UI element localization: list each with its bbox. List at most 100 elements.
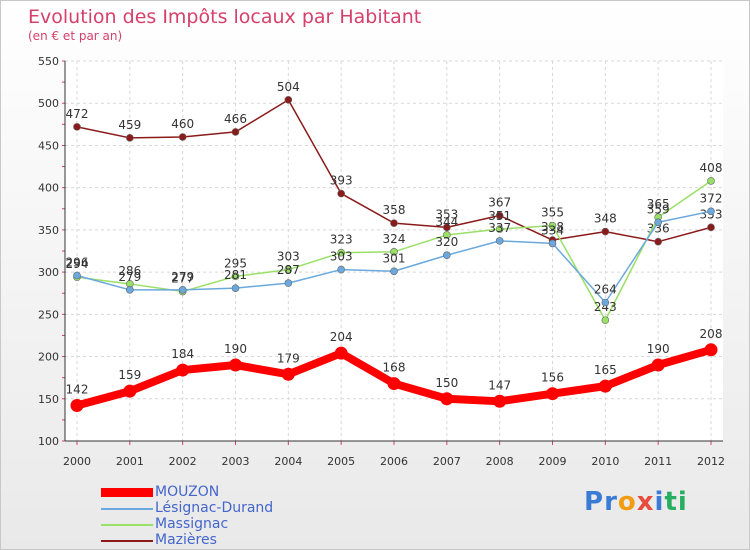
x-tick-label: 2007 <box>433 455 461 468</box>
x-tick-label: 2012 <box>697 455 725 468</box>
x-tick-label: 2005 <box>327 455 355 468</box>
data-label-massignac: 294 <box>66 257 89 271</box>
legend-label-mouzon: MOUZON <box>155 484 220 500</box>
data-point-mazieres <box>337 189 345 198</box>
data-point-lesignac-durand <box>126 286 134 294</box>
data-label-mouzon: 142 <box>66 383 89 397</box>
data-point-mazieres <box>73 123 81 131</box>
data-label-massignac: 286 <box>118 264 141 278</box>
data-point-massignac <box>390 248 398 256</box>
data-label-lesignac-durand: 264 <box>594 283 617 297</box>
data-label-massignac: 351 <box>488 209 511 223</box>
legend-label-lesignac-durand: Lésignac-Durand <box>155 500 274 516</box>
data-label-lesignac-durand: 337 <box>488 221 511 235</box>
logo-letter: x <box>636 487 655 517</box>
data-label-mouzon: 156 <box>541 371 564 385</box>
data-point-mouzon <box>229 358 242 372</box>
data-point-mazieres <box>443 223 451 232</box>
data-point-mouzon <box>704 343 718 357</box>
y-tick-label: 350 <box>38 224 59 237</box>
data-label-mouzon: 159 <box>118 368 141 382</box>
data-point-mazieres <box>601 227 610 236</box>
data-point-mouzon <box>281 367 295 381</box>
data-point-mouzon <box>546 387 559 401</box>
y-tick-label: 450 <box>38 139 59 152</box>
data-point-massignac <box>337 248 345 257</box>
data-label-lesignac-durand: 334 <box>541 223 564 237</box>
x-tick-label: 2001 <box>116 455 144 468</box>
x-tick-label: 2004 <box>274 455 302 468</box>
data-label-massignac: 355 <box>541 206 564 220</box>
proxiti-logo: Proxiti <box>584 487 688 517</box>
data-point-massignac <box>601 316 610 325</box>
y-tick-label: 100 <box>38 435 59 448</box>
legend-swatch-lesignac-durand <box>101 508 153 510</box>
data-label-mazieres: 348 <box>594 212 617 226</box>
data-label-lesignac-durand: 287 <box>277 263 300 277</box>
data-label-mouzon: 150 <box>435 376 458 390</box>
logo-letter: P <box>584 487 605 517</box>
logo-letter: i <box>654 487 665 517</box>
data-label-mouzon: 208 <box>700 327 723 341</box>
data-label-mouzon: 190 <box>647 342 670 356</box>
data-label-mazieres: 504 <box>277 80 300 94</box>
x-tick-label: 2009 <box>539 455 567 468</box>
data-label-lesignac-durand: 281 <box>224 268 247 282</box>
data-label-mouzon: 147 <box>488 378 511 392</box>
data-point-mazieres <box>390 219 398 227</box>
y-tick-label: 150 <box>38 393 59 406</box>
data-label-massignac: 408 <box>700 161 723 175</box>
data-label-mazieres: 466 <box>224 112 247 126</box>
data-point-mouzon <box>123 384 137 398</box>
data-point-lesignac-durand <box>231 284 240 292</box>
data-label-lesignac-durand: 296 <box>66 255 89 269</box>
y-tick-label: 200 <box>38 351 59 364</box>
y-tick-label: 550 <box>38 55 59 68</box>
legend-label-mazieres: Mazières <box>155 532 217 548</box>
data-label-massignac: 243 <box>594 300 617 314</box>
chart-subtitle: (en € et par an) <box>28 29 123 43</box>
data-point-mouzon <box>598 379 612 393</box>
data-label-mouzon: 168 <box>383 361 406 375</box>
x-tick-label: 2003 <box>222 455 250 468</box>
data-label-lesignac-durand: 303 <box>330 250 353 264</box>
data-point-mazieres <box>284 96 293 104</box>
chart-title: Evolution des Impôts locaux par Habitant <box>28 6 422 28</box>
data-point-massignac <box>495 225 504 233</box>
y-tick-label: 500 <box>38 97 59 110</box>
data-point-mazieres <box>178 133 187 141</box>
data-label-massignac: 295 <box>224 256 247 270</box>
x-tick-label: 2008 <box>486 455 514 468</box>
data-label-mouzon: 204 <box>330 330 353 344</box>
data-point-massignac <box>231 272 240 281</box>
data-point-massignac <box>707 177 715 185</box>
data-label-lesignac-durand: 279 <box>171 270 194 284</box>
data-point-lesignac-durand <box>548 239 557 248</box>
x-tick-label: 2002 <box>169 455 197 468</box>
x-tick-label: 2010 <box>591 455 619 468</box>
data-label-lesignac-durand: 320 <box>435 235 458 249</box>
legend-swatch-mouzon <box>101 488 153 497</box>
data-point-mouzon <box>387 377 401 391</box>
data-label-massignac: 303 <box>277 250 300 264</box>
data-label-mazieres: 459 <box>118 118 141 132</box>
data-label-mazieres: 472 <box>66 107 89 121</box>
data-point-mouzon <box>493 394 507 408</box>
data-label-massignac: 344 <box>435 215 458 229</box>
x-tick-label: 2006 <box>380 455 408 468</box>
data-point-lesignac-durand <box>284 279 293 287</box>
data-point-mouzon <box>334 346 348 360</box>
data-point-lesignac-durand <box>337 265 345 274</box>
data-label-lesignac-durand: 372 <box>700 191 723 205</box>
data-point-massignac <box>443 231 451 239</box>
x-tick-label: 2011 <box>644 455 672 468</box>
data-label-lesignac-durand: 359 <box>647 202 670 216</box>
data-point-mazieres <box>654 237 662 246</box>
data-label-massignac: 323 <box>330 233 353 247</box>
y-tick-label: 300 <box>38 266 59 279</box>
data-label-mouzon: 179 <box>277 351 300 365</box>
data-point-lesignac-durand <box>390 267 398 276</box>
x-tick-label: 2000 <box>63 455 91 468</box>
